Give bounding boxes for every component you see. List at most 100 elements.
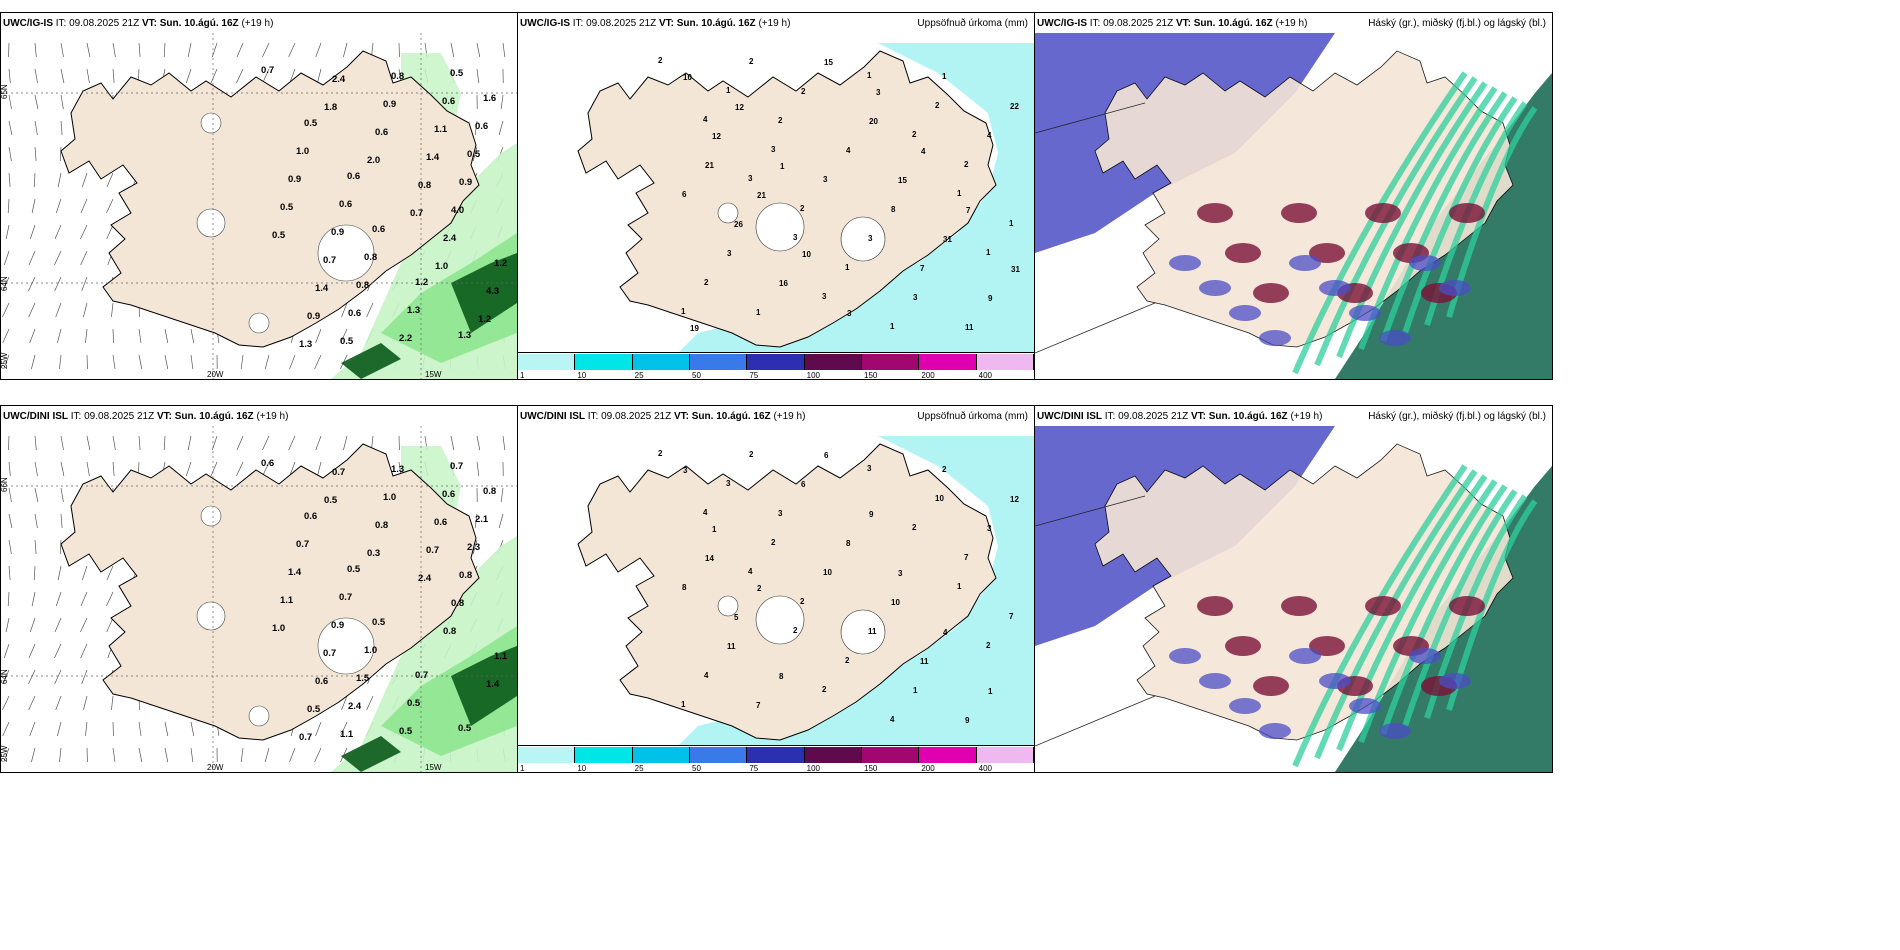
wind-barb: [288, 42, 296, 58]
vt-value: Sun. 10.ágú. 16Z: [676, 18, 756, 29]
panel-header: UWC/IG-IS IT: 09.08.2025 21Z VT: Sun. 10…: [3, 18, 513, 32]
mid-cloud-band: [1336, 474, 1488, 752]
colorbar-swatch: [862, 354, 920, 370]
precip-value: 1: [681, 307, 686, 316]
colorbar-label: 10: [577, 764, 587, 773]
precip-value: 4: [890, 715, 895, 724]
glacier: [196, 601, 226, 631]
low-cloud-patch: [1197, 596, 1233, 616]
precip-value: 0.5: [347, 564, 361, 575]
mid-cloud-band: [1380, 91, 1508, 342]
wind-barb: [106, 198, 114, 214]
precip-value: 22: [1010, 102, 1019, 111]
lead-time: (+19 h): [1275, 18, 1308, 29]
precip-value: 16: [779, 279, 788, 288]
wind-barb: [343, 435, 348, 451]
precip-value: 3: [748, 174, 753, 183]
wind-barb: [164, 747, 169, 763]
precip-value: 0.5: [399, 726, 413, 737]
precip-value: 2: [749, 450, 754, 459]
glacier: [317, 617, 375, 675]
low-cloud-patch: [1169, 648, 1201, 664]
precip-value: 7: [1009, 612, 1014, 621]
wind-barb: [80, 250, 88, 266]
panel-title: Uppsöfnuð úrkoma (mm): [917, 411, 1028, 422]
mid-cloud-band: [1402, 96, 1518, 334]
wind-barb: [340, 328, 348, 344]
colorbar-label: 25: [634, 764, 644, 773]
wind-barb: [3, 643, 10, 659]
precip-value: 1: [867, 71, 872, 80]
precip-value: 1.1: [340, 729, 354, 740]
colorbar: 1 10 25 50 75 100 150 200 400: [518, 352, 1034, 379]
precip-value: 0.6: [339, 199, 352, 210]
wind-barb: [187, 42, 192, 58]
precip-value: 0.6: [348, 308, 361, 319]
wind-barb: [34, 68, 38, 84]
low-cloud-patch: [1409, 255, 1441, 271]
wind-barb: [60, 94, 64, 110]
wind-barb: [315, 435, 322, 451]
precip-value: 4: [704, 671, 709, 680]
wind-barb: [8, 94, 12, 110]
colorbar-swatch: [632, 747, 690, 763]
wind-barb: [59, 539, 62, 555]
low-cloud-patch: [1449, 203, 1485, 223]
precip-area-dark: [341, 736, 401, 772]
wind-barb: [472, 539, 478, 555]
model-name: UWC/DINI ISL: [520, 411, 585, 422]
vt-value: Sun. 10.ágú. 16Z: [159, 18, 239, 29]
precip-value: 0.7: [332, 467, 345, 478]
wind-barb: [236, 68, 244, 84]
precip-value: 0.5: [467, 149, 481, 160]
precip-value: 2.3: [467, 542, 480, 553]
wind-barb: [112, 461, 115, 477]
glacier: [717, 595, 739, 617]
panel-cloud-igis: UWC/IG-IS IT: 09.08.2025 21Z VT: Sun. 10…: [1034, 12, 1553, 380]
wind-barb: [8, 461, 11, 477]
precip-value: 1: [756, 308, 761, 317]
low-cloud-patch: [1379, 330, 1411, 346]
wind-barb: [106, 224, 114, 240]
model-name: UWC/IG-IS: [3, 18, 53, 29]
wind-barb: [106, 617, 114, 633]
low-cloud-patch: [1281, 596, 1317, 616]
lat-label: 64N: [1, 276, 9, 291]
precip-value: 0.5: [458, 723, 472, 734]
precip-value: 1.1: [494, 651, 508, 662]
colorbar-label: 25: [634, 371, 644, 380]
precip-value: 4: [703, 115, 708, 124]
it-value: 09.08.2025 21Z: [1118, 411, 1189, 422]
wind-barb: [34, 146, 37, 162]
precip-value: 0.8: [483, 486, 496, 497]
low-cloud-patch: [1197, 203, 1233, 223]
lon-label: 20W: [207, 763, 224, 772]
wind-barb: [83, 695, 88, 711]
wind-barb: [106, 172, 114, 188]
wind-barb: [8, 487, 12, 503]
wind-barb: [55, 198, 62, 214]
precip-value: 20: [869, 117, 878, 126]
wind-barb: [8, 513, 13, 529]
it-value: 09.08.2025 21Z: [69, 18, 140, 29]
precip-value: 0.5: [372, 617, 386, 628]
wind-barb: [60, 435, 64, 451]
colorbar-label: 200: [921, 371, 935, 380]
colorbar-label: 400: [978, 371, 993, 380]
precip-value: 11: [868, 627, 877, 636]
wind-barb: [190, 747, 194, 763]
wind-barb: [317, 461, 322, 477]
it-label: IT:: [1104, 411, 1116, 422]
wind-barb: [262, 42, 270, 58]
precip-value: 0.7: [323, 648, 336, 659]
wind-barb: [190, 354, 194, 370]
lat-label: 25W: [1, 352, 9, 369]
wind-barb: [112, 354, 116, 370]
colorbar-swatch: [575, 747, 633, 763]
wind-barb: [210, 461, 218, 477]
colorbar-swatch: [518, 747, 576, 763]
precip-area-dark: [451, 253, 517, 333]
wind-barb: [31, 354, 36, 370]
map-precip: 2442232121322241077423101112381176810119…: [577, 436, 1034, 746]
low-cloud-patch: [1229, 698, 1261, 714]
